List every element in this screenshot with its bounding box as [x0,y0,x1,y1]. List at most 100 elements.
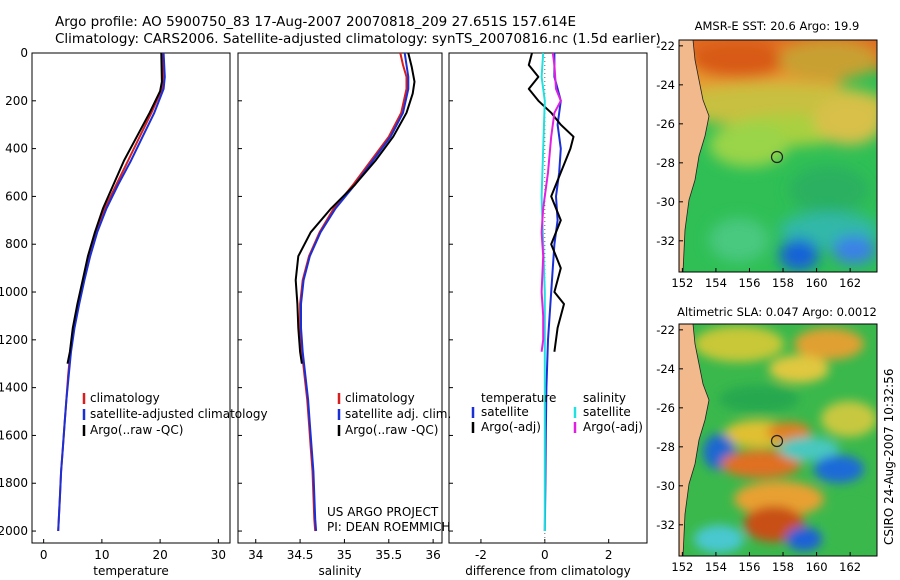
header-line1: Argo profile: AO 5900750_83 17-Aug-2007 … [55,14,576,30]
sla-map: Altimetric SLA: 0.047 Argo: 0.0012 [656,305,878,574]
legend-label-sal-satellite: satellite [583,405,631,419]
legend-label-sat-adj: satellite-adjusted climatology [90,407,268,421]
legend-label-temp-argo: Argo(-adj) [481,420,541,434]
side-timestamp: CSIRO 24-Aug-2007 10:32:56 [882,369,896,545]
series-line-temperature-satellite [543,53,562,532]
map-y-tick-label: -30 [656,479,675,493]
x-tick-label: 2 [605,548,613,562]
plot-frame [31,52,231,544]
y-tick-label: 0 [20,46,28,60]
salinity-legend: climatology satellite adj. clim. Argo(..… [327,391,451,534]
map-y-tick-label: -30 [656,195,675,209]
land-mass [679,40,710,272]
series-line-satellite-adjusted-climatology [57,52,166,532]
x-axis-label: temperature [93,564,168,578]
series-line-salinity-satellite [540,52,546,531]
header-line2: Climatology: CARS2006. Satellite-adjuste… [55,31,661,47]
sst-map: AMSR-E SST: 20.6 Argo: 19.9 [656,19,878,290]
difference-panel: -2 0 2 difference from climatology [448,52,648,578]
temperature-legend: climatology satellite-adjusted climatolo… [82,391,268,437]
y-tick-label: 400 [5,142,28,156]
sla-map-axes: 152 154 156 158 160 162 -22 -24 -26 -28 -30 -32 [656,323,861,574]
series-line-argo-raw-qc- [66,52,163,364]
map-y-tick-label: -26 [656,401,675,415]
map-y-tick-label: -22 [656,39,675,53]
sla-map-frame [678,323,878,557]
series-line-climatology [299,52,408,532]
series-line-temperature-argo-adj- [527,52,575,352]
x-tick-label: 35 [337,548,352,562]
x-tick-label: 34.5 [287,548,314,562]
map-x-tick-label: 158 [772,560,794,574]
plot-frame [237,52,443,544]
plot-frame [448,52,648,544]
x-axis-label: difference from climatology [465,564,631,578]
map-y-tick-label: -26 [656,117,675,131]
x-tick-label: 0 [541,548,549,562]
map-x-tick-label: 154 [705,276,727,290]
float-location-marker [770,434,784,448]
legend-label-sal-argo: Argo(-adj) [583,420,643,434]
legend-title-temperature: temperature [481,391,556,405]
series-line-climatology [57,52,164,532]
y-tick-label: 1200 [0,333,28,347]
map-x-tick-label: 156 [738,560,760,574]
series-line-salinity-argo-adj- [540,52,562,352]
series-line-argo-raw-qc- [294,52,416,364]
x-tick-label: 10 [94,548,109,562]
sst-map-axes: 152 154 156 158 160 162 -22 -24 -26 -28 -30 -32 [656,39,861,290]
legend-title-salinity: salinity [583,391,626,405]
legend-label-climatology: climatology [90,391,160,405]
map-y-tick-label: -22 [656,323,675,337]
x-tick-label: 36 [425,548,440,562]
legend-label-climatology: climatology [345,391,415,405]
temperature-panel: 0 10 20 30 0 200 400 600 800 1000 1200 1400 1600 1800… [0,46,231,578]
map-x-tick-label: 154 [705,560,727,574]
x-tick-label: 20 [152,548,167,562]
project-annotation-line1: US ARGO PROJECT [327,505,439,519]
map-y-tick-label: -24 [656,78,675,92]
y-tick-label: 200 [5,94,28,108]
x-axis-label: salinity [318,564,361,578]
sla-field [694,326,877,553]
float-location-marker [770,150,784,164]
y-tick-label: 1000 [0,285,28,299]
map-y-tick-label: -32 [656,518,675,532]
map-x-tick-label: 156 [738,276,760,290]
map-y-tick-label: -32 [656,234,675,248]
sst-field [679,40,877,271]
salinity-panel: 34 34.5 35 35.5 36 salinity [237,52,443,578]
series-line-satellite-adj-clim- [300,52,410,532]
map-x-tick-label: 162 [839,276,861,290]
difference-legend: temperature salinity satellite Argo(-adj… [471,391,643,434]
y-tick-label: 1600 [0,428,28,442]
x-tick-label: 30 [211,548,226,562]
x-tick-label: 35.5 [375,548,402,562]
x-tick-label: 0 [40,548,48,562]
x-tick-label: -2 [475,548,487,562]
legend-label-argo: Argo(..raw -QC) [90,423,183,437]
y-tick-label: 600 [5,189,28,203]
legend-label-argo: Argo(..raw -QC) [345,423,438,437]
legend-label-sat-adj: satellite adj. clim. [345,407,451,421]
y-tick-label: 2000 [0,524,28,538]
map-x-tick-label: 158 [772,276,794,290]
project-annotation-line2: PI: DEAN ROEMMICH [327,520,450,534]
map-y-tick-label: -28 [656,440,675,454]
map-x-tick-label: 162 [839,560,861,574]
sla-map-title: Altimetric SLA: 0.047 Argo: 0.0012 [677,305,877,319]
map-y-tick-label: -24 [656,362,675,376]
map-x-tick-label: 160 [806,276,828,290]
sst-map-frame [678,39,878,273]
map-x-tick-label: 152 [671,276,693,290]
map-x-tick-label: 160 [806,560,828,574]
legend-label-temp-satellite: satellite [481,405,529,419]
y-tick-label: 1400 [0,381,28,395]
land-mass [679,324,710,556]
map-y-tick-label: -28 [656,156,675,170]
y-tick-label: 800 [5,237,28,251]
x-tick-label: 34 [248,548,263,562]
map-x-tick-label: 152 [671,560,693,574]
y-tick-label: 1800 [0,476,28,490]
